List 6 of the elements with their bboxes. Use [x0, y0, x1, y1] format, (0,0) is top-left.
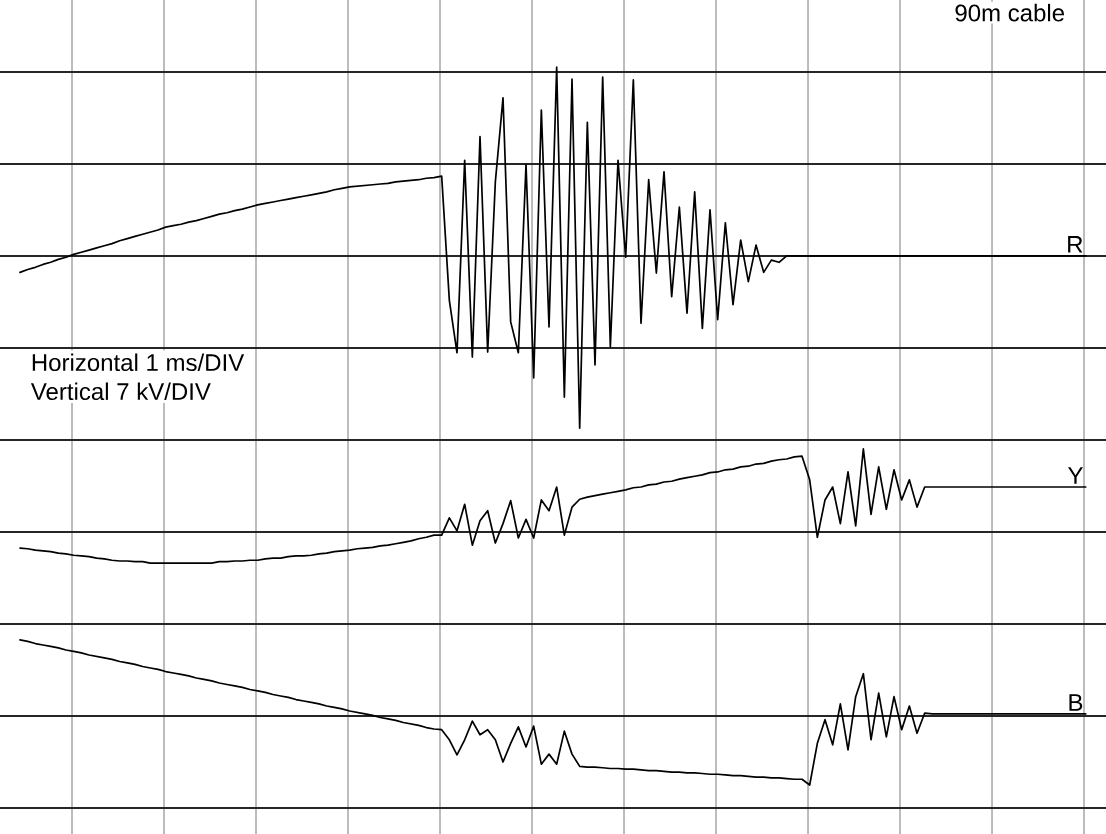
annotation: Horizontal 1 ms/DIV	[32, 353, 245, 372]
series-label: R	[1068, 236, 1083, 253]
annotation: Vertical 7 kV/DIV	[30, 382, 211, 401]
series-label: Y	[1068, 467, 1083, 484]
text: 90m cable	[955, 3, 1064, 22]
series-label: B	[1069, 694, 1083, 711]
